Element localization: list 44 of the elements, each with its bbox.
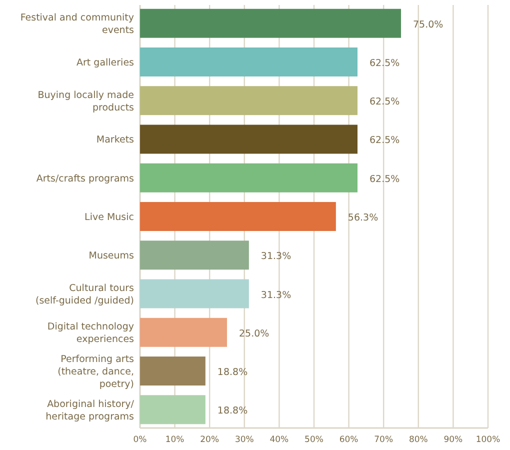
data-label: 18.8% (217, 367, 248, 378)
y-tick-label: Aboriginal history/ heritage programs (46, 398, 135, 422)
data-label: 62.5% (370, 58, 400, 69)
x-tick-label: 40% (270, 435, 289, 445)
x-tick-label: 90% (444, 435, 463, 445)
x-tick-label: 70% (374, 435, 394, 445)
data-label: 62.5% (370, 174, 400, 185)
data-label: 75.0% (413, 19, 444, 30)
data-label: 31.3% (260, 251, 292, 262)
x-tick-label: 100% (476, 435, 500, 445)
bar (140, 124, 358, 154)
x-tick-label: 80% (408, 435, 428, 445)
y-tick-label: Festival and community events (20, 12, 134, 36)
y-tick-label: Live Music (84, 212, 134, 223)
bar (140, 318, 227, 347)
x-tick-label: 0% (133, 435, 147, 445)
data-label: 56.3% (348, 212, 378, 224)
bar (140, 163, 358, 192)
y-tick-label: Arts/crafts programs (36, 173, 134, 184)
x-tick-label: 30% (234, 435, 254, 445)
bar (140, 356, 206, 386)
data-label: 18.8% (217, 406, 248, 417)
y-tick-label: Cultural tours (self-guided /guided) (35, 283, 134, 307)
bar (140, 47, 358, 76)
y-tick-label: Digital technology experiences (47, 322, 134, 346)
y-tick-label: Markets (96, 134, 134, 146)
bar (140, 279, 249, 308)
data-label: 62.5% (370, 135, 400, 146)
bar (140, 202, 336, 231)
bar (140, 8, 401, 38)
x-tick-label: 60% (339, 435, 358, 445)
y-tick-label: Buying locally made products (38, 90, 134, 114)
bar (140, 86, 358, 116)
x-tick-label: 50% (304, 435, 324, 445)
bar (140, 395, 206, 424)
y-tick-label: Museums (88, 250, 134, 262)
y-tick-label: Art galleries (76, 57, 134, 68)
x-tick-label: 20% (200, 435, 220, 445)
bar (140, 240, 249, 270)
data-label: 31.3% (260, 290, 292, 301)
y-tick-label: Performing arts (theatre, dance, poetry) (58, 354, 134, 390)
x-tick-label: 10% (165, 435, 184, 445)
data-label: 62.5% (370, 96, 400, 108)
data-label: 25.0% (239, 328, 270, 340)
